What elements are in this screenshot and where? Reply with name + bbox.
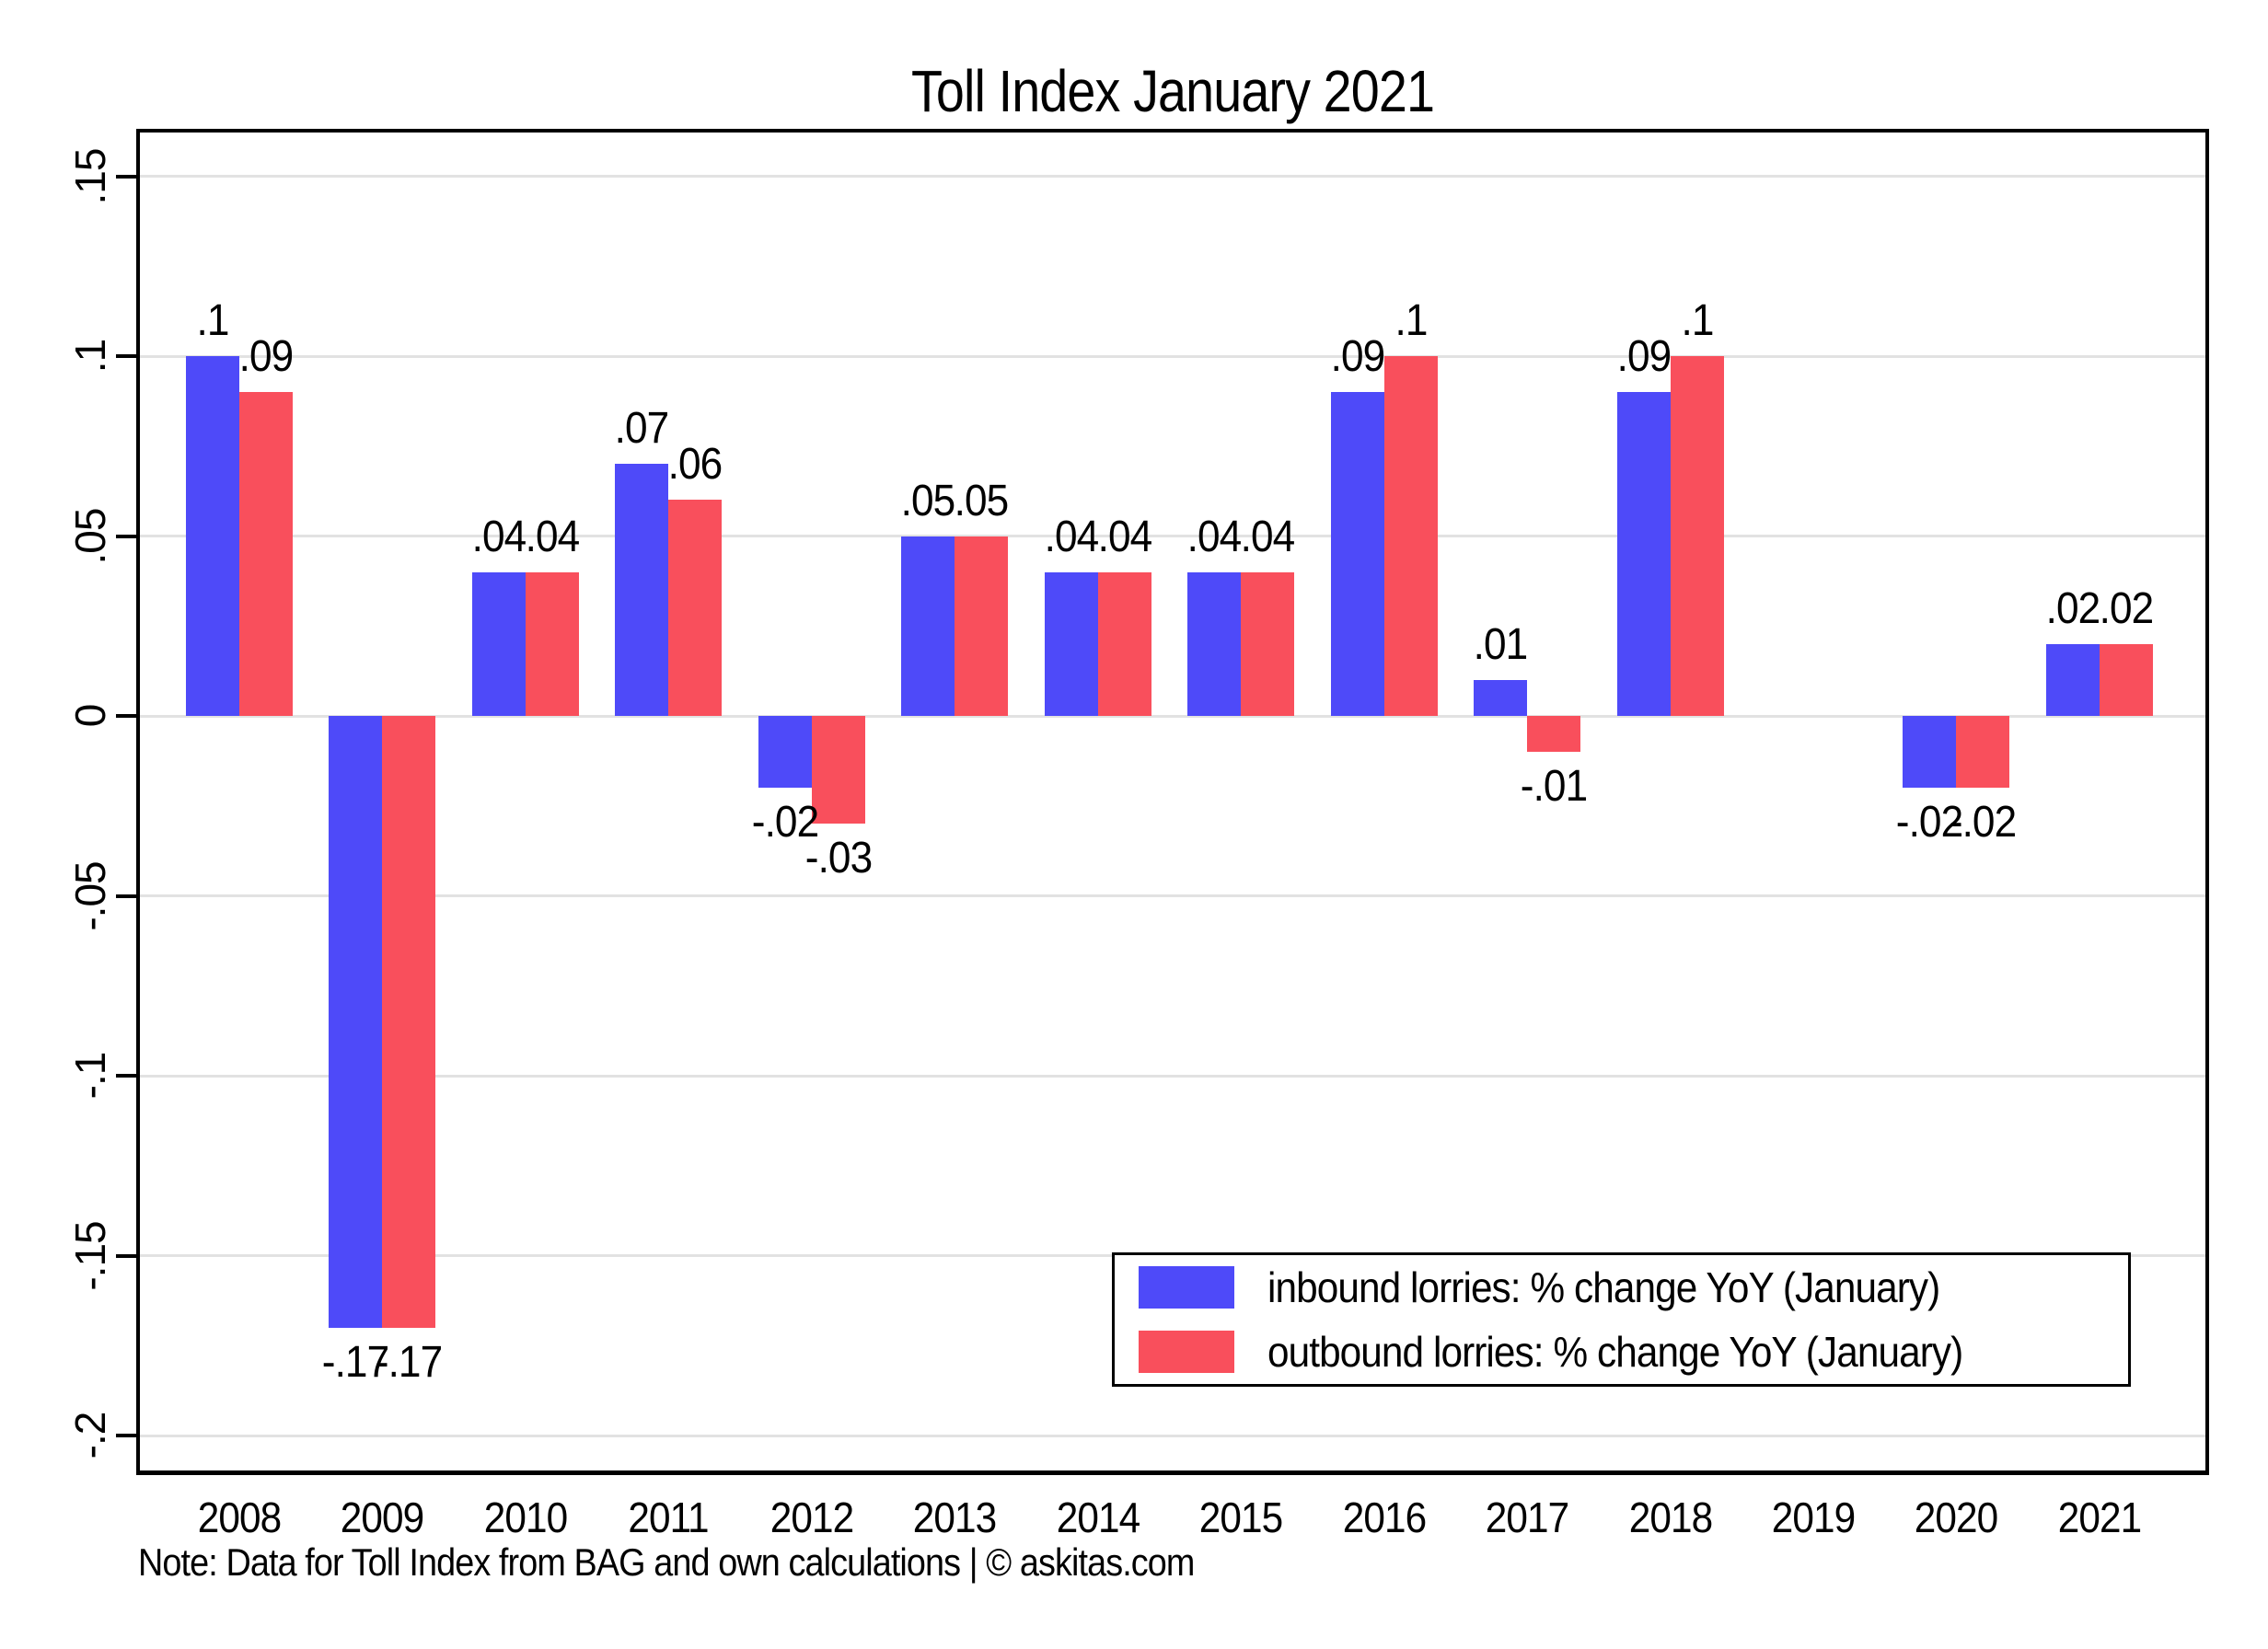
bar-value-label: .05 <box>954 476 1010 525</box>
chart-title: Toll Index January 2021 <box>910 58 1435 124</box>
y-axis-tick <box>116 174 136 179</box>
x-axis-label: 2020 <box>1915 1493 1998 1541</box>
bar-value-label: -.17 <box>376 1337 443 1387</box>
bar-inbound-2020 <box>1903 716 1957 789</box>
gridline <box>140 354 2205 358</box>
y-axis-tick <box>116 894 136 898</box>
bar-outbound-2010 <box>525 571 579 716</box>
bar-inbound-2011 <box>615 464 669 716</box>
bar-value-label: -.02 <box>751 798 819 848</box>
bar-inbound-2021 <box>2045 643 2100 716</box>
bar-value-label: -.17 <box>322 1337 389 1387</box>
legend-label-inbound: inbound lorries: % change YoY (January) <box>1267 1263 1940 1311</box>
bar-value-label: .1 <box>196 296 230 345</box>
bar-value-label: .07 <box>615 404 670 454</box>
y-axis-tick-label: 0 <box>66 704 114 728</box>
bar-value-label: .01 <box>1473 619 1529 669</box>
bar-outbound-2020 <box>1956 716 2010 789</box>
legend-swatch-outbound-icon <box>1139 1331 1234 1373</box>
x-axis-label: 2012 <box>770 1493 854 1541</box>
gridline <box>140 894 2205 897</box>
bar-value-label: .04 <box>1044 512 1099 561</box>
bar-inbound-2012 <box>758 716 812 789</box>
y-axis-tick-label: -.2 <box>66 1412 114 1459</box>
bar-outbound-2011 <box>668 500 723 716</box>
legend-label-outbound: outbound lorries: % change YoY (January) <box>1267 1328 1963 1376</box>
y-axis-tick-label: .1 <box>66 339 114 374</box>
bar-value-label: .09 <box>1330 332 1385 382</box>
bar-value-label: .04 <box>1097 512 1152 561</box>
bar-value-label: .04 <box>1186 512 1243 561</box>
bar-value-label: .04 <box>1240 512 1296 561</box>
y-axis-tick <box>116 534 136 538</box>
bar-value-label: -.02 <box>1896 798 1963 848</box>
y-axis-tick <box>116 354 136 358</box>
bar-value-label: .1 <box>1394 296 1428 345</box>
bar-value-label: -.03 <box>804 834 873 883</box>
bar-inbound-2018 <box>1616 392 1671 716</box>
y-axis-tick <box>116 1434 136 1437</box>
x-axis-label: 2021 <box>2057 1493 2142 1541</box>
bar-inbound-2015 <box>1187 571 1242 716</box>
x-axis-label: 2009 <box>341 1493 424 1541</box>
bar-value-label: .09 <box>238 332 295 382</box>
bar-value-label: .04 <box>471 512 527 561</box>
bar-outbound-2021 <box>2099 643 2153 716</box>
x-axis-label: 2011 <box>628 1493 710 1541</box>
bar-value-label: .06 <box>668 440 723 490</box>
bar-outbound-2008 <box>239 392 293 716</box>
bar-inbound-2017 <box>1474 679 1528 716</box>
y-axis-tick-label: .15 <box>66 148 114 204</box>
gridline <box>140 1434 2205 1437</box>
x-axis-label: 2016 <box>1342 1493 1426 1541</box>
source-note: Note: Data for Toll Index from BAG and o… <box>138 1540 1195 1584</box>
bar-value-label: .1 <box>1681 296 1714 345</box>
bar-value-label: .02 <box>2045 583 2101 633</box>
bar-inbound-2013 <box>901 536 955 716</box>
x-axis-label: 2008 <box>197 1493 282 1541</box>
bar-inbound-2010 <box>471 571 526 716</box>
bar-inbound-2008 <box>186 356 239 716</box>
y-axis-tick-label: .05 <box>66 508 114 564</box>
y-axis-tick <box>116 714 136 718</box>
legend-swatch-inbound-icon <box>1139 1266 1234 1309</box>
x-axis-label: 2015 <box>1198 1493 1283 1541</box>
x-axis-label: 2019 <box>1771 1493 1856 1541</box>
plot-area <box>136 129 2209 1475</box>
x-axis-label: 2017 <box>1485 1493 1569 1541</box>
bar-value-label: .02 <box>2099 583 2155 633</box>
y-axis-tick <box>116 1253 136 1258</box>
gridline <box>140 1074 2205 1078</box>
bar-outbound-2015 <box>1241 571 1295 716</box>
legend-row-outbound: outbound lorries: % change YoY (January) <box>1139 1327 2128 1377</box>
x-axis-label: 2014 <box>1056 1493 1140 1541</box>
bar-value-label: .05 <box>900 476 956 525</box>
bar-value-label: .04 <box>525 512 581 561</box>
bar-outbound-2014 <box>1097 571 1151 716</box>
bar-outbound-2013 <box>955 536 1009 716</box>
bar-value-label: .09 <box>1616 332 1672 382</box>
gridline <box>140 714 2205 718</box>
y-axis-tick-label: -.05 <box>66 860 114 931</box>
bar-outbound-2018 <box>1670 356 1724 716</box>
x-axis-label: 2013 <box>913 1493 997 1541</box>
bar-inbound-2014 <box>1044 571 1098 716</box>
x-axis-label: 2010 <box>483 1493 568 1541</box>
legend-row-inbound: inbound lorries: % change YoY (January) <box>1139 1263 2128 1312</box>
y-axis-tick-label: -.1 <box>66 1052 114 1100</box>
bar-outbound-2009 <box>382 716 436 1328</box>
gridline <box>140 535 2205 537</box>
bar-inbound-2016 <box>1330 392 1384 716</box>
bar-outbound-2016 <box>1383 356 1438 716</box>
legend: inbound lorries: % change YoY (January) … <box>1112 1252 2131 1387</box>
bar-value-label: -.02 <box>1950 798 2017 848</box>
gridline <box>140 175 2205 178</box>
x-axis-label: 2018 <box>1628 1493 1712 1541</box>
y-axis-tick <box>116 1074 136 1078</box>
bar-value-label: -.01 <box>1520 762 1588 812</box>
bar-inbound-2009 <box>329 716 383 1328</box>
y-axis-tick-label: -.15 <box>66 1220 114 1291</box>
bar-outbound-2012 <box>811 716 865 824</box>
bar-outbound-2017 <box>1527 716 1581 753</box>
